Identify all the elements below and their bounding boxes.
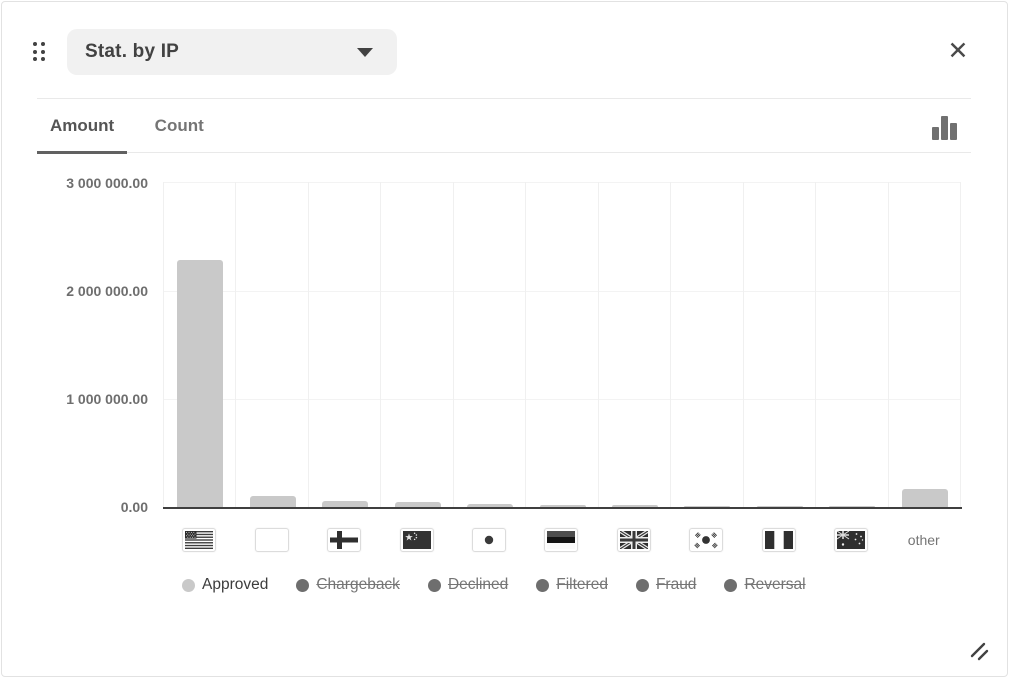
v-gridline-column: [454, 182, 527, 508]
bar-approved[interactable]: [539, 504, 586, 507]
legend-label: Approved: [202, 576, 269, 593]
legend-label: Chargeback: [316, 576, 400, 593]
v-gridline-column: [526, 182, 599, 508]
legend-item-filtered[interactable]: Filtered: [536, 576, 608, 594]
v-gridline-column: [744, 182, 817, 508]
bar-approved[interactable]: [249, 496, 296, 507]
header-divider: [37, 98, 971, 99]
legend-dot-icon: [296, 578, 310, 592]
tab-amount[interactable]: Amount: [37, 99, 128, 154]
flag-finland-icon: [327, 528, 362, 552]
y-tick-label: 0.00: [120, 499, 148, 515]
bar-approved[interactable]: [322, 501, 369, 507]
legend-item-reversal[interactable]: Reversal: [724, 576, 806, 594]
legend-label: Fraud: [655, 576, 697, 593]
legend-label: Reversal: [744, 576, 806, 593]
legend-dot-icon: [427, 578, 441, 592]
bar-approved[interactable]: [901, 488, 948, 507]
legend-label: Declined: [447, 576, 509, 593]
flag-blank-icon: [254, 528, 289, 552]
flag-united-states-icon: [182, 528, 217, 552]
h-gridline: [164, 290, 960, 292]
bar-approved[interactable]: [829, 505, 876, 507]
h-gridline: [164, 399, 960, 401]
flag-china-icon: [399, 528, 434, 552]
drag-dot: [41, 57, 45, 61]
flag-nigeria-icon: [761, 528, 796, 552]
bar-approved[interactable]: [756, 505, 803, 507]
drag-dot: [33, 57, 37, 61]
widget-title: Stat. by IP: [85, 41, 180, 62]
bar-approved[interactable]: [177, 260, 224, 507]
drag-dot: [33, 42, 37, 46]
x-label-other: other: [907, 532, 940, 548]
plot-area: [163, 182, 962, 509]
legend-dot-icon: [536, 578, 550, 592]
flag-united-kingdom-icon: [616, 528, 651, 552]
drag-dot: [33, 49, 37, 54]
legend-item-fraud[interactable]: Fraud: [635, 576, 697, 594]
x-axis-line: [163, 507, 962, 509]
legend-item-chargeback[interactable]: Chargeback: [296, 576, 400, 594]
drag-dot: [41, 42, 45, 46]
y-tick-label: 2 000 000.00: [66, 283, 148, 299]
flag-japan-icon: [472, 528, 507, 552]
bar-approved[interactable]: [684, 505, 731, 507]
legend: Approved Chargeback Declined Filtered Fraud R…: [182, 576, 806, 594]
resize-handle-icon[interactable]: [968, 640, 990, 662]
legend-item-approved[interactable]: Approved: [182, 576, 268, 594]
close-button[interactable]: ✕: [942, 35, 974, 67]
v-gridline-column: [236, 182, 309, 508]
v-gridline-column: [309, 182, 382, 508]
v-gridline-column: [816, 182, 889, 508]
bar-chart-icon[interactable]: [929, 112, 959, 140]
v-gridline-column: [381, 182, 454, 508]
widget-selector-dropdown[interactable]: Stat. by IP: [67, 29, 397, 75]
legend-dot-icon: [724, 578, 738, 592]
x-axis-labels: other: [163, 524, 960, 556]
v-gridline-column: [599, 182, 672, 508]
v-gridline-column: [164, 182, 237, 508]
chevron-down-icon: [357, 47, 373, 57]
drag-dot: [41, 49, 45, 54]
close-icon: ✕: [947, 36, 969, 65]
bar-approved[interactable]: [611, 505, 658, 507]
v-gridline-column: [671, 182, 744, 508]
legend-dot-icon: [635, 578, 649, 592]
flag-south-korea-icon: [689, 528, 724, 552]
legend-dot-icon: [182, 578, 195, 592]
flag-estonia-icon: [544, 528, 579, 552]
legend-label: Filtered: [556, 576, 608, 593]
legend-item-declined[interactable]: Declined: [427, 576, 509, 594]
bar-approved[interactable]: [467, 504, 514, 507]
tab-count[interactable]: Count: [154, 116, 204, 135]
bar-approved[interactable]: [394, 502, 441, 507]
h-gridline: [164, 182, 960, 183]
tab-bar: Amount Count: [37, 99, 971, 154]
flag-australia-icon: [834, 528, 869, 552]
y-tick-label: 1 000 000.00: [66, 391, 148, 407]
drag-handle[interactable]: [33, 42, 45, 61]
v-gridline-column: [889, 182, 961, 508]
y-tick-label: 3 000 000.00: [66, 175, 148, 191]
